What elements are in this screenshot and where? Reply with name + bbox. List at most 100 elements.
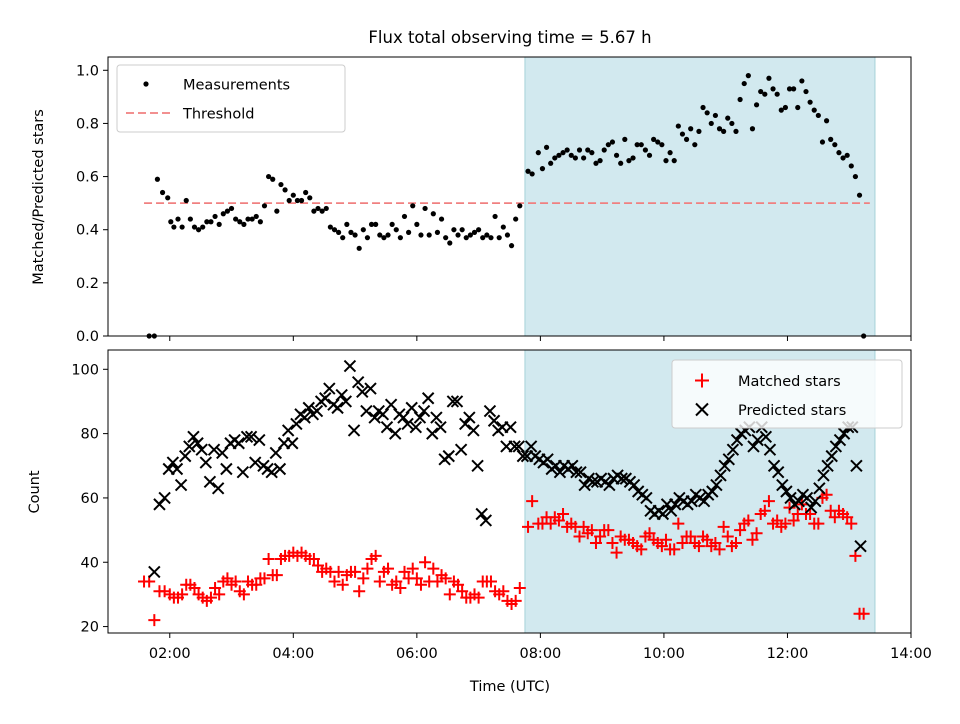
predicted-star-point [566, 459, 579, 472]
measurement-point [535, 150, 541, 156]
bottom-x-tick-label: 14:00 [890, 646, 932, 662]
measurement-point [605, 142, 611, 148]
measurement-point [630, 155, 636, 161]
matched-star-point [544, 517, 557, 530]
predicted-star-point [804, 501, 818, 514]
matched-star-point [857, 607, 870, 620]
measurement-point [410, 203, 416, 209]
measurement-point [381, 235, 387, 241]
measurement-point [496, 235, 502, 241]
bottom-marks [138, 359, 870, 627]
matched-star-point [307, 553, 320, 566]
measurement-point [385, 232, 391, 238]
bottom-y-axis-label: Count [27, 470, 43, 513]
measurement-point [154, 176, 161, 182]
top-y-tick-label: 1.0 [76, 63, 99, 79]
predicted-star-point [148, 565, 161, 579]
measurement-point [786, 86, 793, 92]
measurement-point [311, 208, 317, 214]
bottom-y-tick-label: 40 [81, 555, 99, 571]
predicted-star-point [302, 401, 315, 415]
measurement-point [778, 107, 784, 113]
legend-measurements-label: Measurements [183, 78, 290, 94]
predicted-star-point [767, 459, 781, 472]
matched-star-point [394, 581, 407, 594]
measurement-point [307, 195, 313, 201]
measurement-point [807, 99, 813, 105]
predicted-star-point [179, 449, 192, 463]
matched-star-point [762, 495, 775, 508]
measurement-point [745, 73, 751, 79]
measurement-point [638, 142, 644, 148]
measurement-point [572, 155, 578, 161]
measurement-point [393, 227, 399, 233]
bottom-x-ticks: 02:00 04:00 06:00 08:00 10:00 12:00 14:00 [149, 633, 932, 662]
matched-star-point [655, 540, 668, 553]
matched-star-point [357, 572, 370, 585]
measurement-point [266, 173, 272, 180]
measurement-point [601, 147, 607, 153]
matched-star-point [589, 536, 602, 549]
measurement-point [373, 221, 379, 227]
predicted-star-point [310, 404, 324, 418]
matched-star-point [643, 527, 656, 540]
measurement-point [737, 96, 743, 103]
predicted-star-point [759, 430, 773, 444]
predicted-star-point [430, 411, 443, 424]
figure-title: Flux total observing time = 5.67 h [368, 28, 651, 47]
predicted-star-point [471, 459, 484, 472]
predicted-star-point [825, 449, 838, 463]
predicted-star-point [290, 417, 303, 431]
measurement-point [848, 163, 854, 169]
measurement-point [418, 232, 424, 238]
measurement-point [517, 203, 523, 209]
matched-star-point [336, 578, 349, 591]
predicted-star-point [685, 494, 698, 508]
matched-star-point [779, 517, 792, 530]
predicted-star-point [726, 443, 740, 456]
matched-star-point [668, 543, 681, 556]
predicted-star-point [364, 382, 377, 395]
matched-star-point [659, 533, 672, 546]
measurement-point [171, 224, 177, 230]
measurement-point [414, 221, 420, 227]
matched-star-point [526, 495, 539, 508]
predicted-star-point [714, 469, 727, 482]
measurement-point [270, 176, 276, 182]
measurement-point [552, 155, 558, 161]
measurement-point [327, 224, 333, 230]
predicted-star-point [360, 404, 373, 418]
matched-star-point [414, 578, 427, 591]
matched-star-point [787, 514, 800, 527]
legend-matched-label: Matched stars [738, 374, 841, 390]
predicted-star-point [483, 404, 497, 418]
measurement-point [799, 78, 805, 84]
predicted-star-point [821, 459, 834, 472]
measurement-point [795, 104, 801, 111]
predicted-star-point [389, 427, 402, 440]
predicted-star-point [166, 456, 180, 469]
measurement-point [356, 245, 362, 251]
bottom-y-ticks: 20 40 60 80 100 [71, 362, 108, 636]
predicted-star-point [426, 427, 439, 440]
matched-star-point [729, 536, 742, 549]
predicted-star-point [236, 465, 250, 479]
measurement-point [679, 131, 686, 137]
measurement-point [753, 102, 760, 108]
predicted-star-point [351, 375, 365, 389]
top-legend: Measurements Threshold [116, 64, 346, 133]
matched-star-point [717, 520, 730, 533]
measurement-point [696, 128, 702, 134]
matched-star-point [431, 575, 444, 588]
bottom-legend: Matched stars Predicted stars [671, 359, 903, 429]
measurement-point [819, 139, 826, 145]
matched-star-point [841, 511, 854, 524]
predicted-star-point [207, 443, 221, 456]
measurement-point [840, 155, 846, 161]
predicted-star-point [244, 430, 258, 444]
measurement-point [774, 91, 780, 97]
measurement-point [675, 123, 681, 129]
measurement-point [741, 80, 747, 87]
measurement-point [622, 136, 628, 142]
measurement-point [471, 229, 478, 235]
